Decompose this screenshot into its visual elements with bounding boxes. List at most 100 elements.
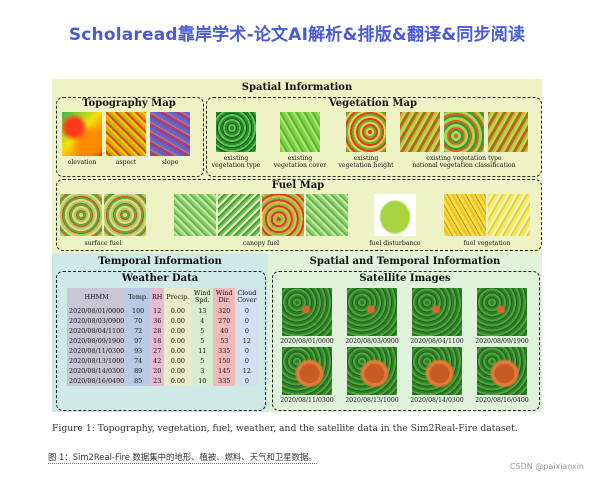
weather-row: 2020/08/09/1900 97 18 0.00 5 53 12: [67, 336, 259, 346]
vegetation-classification-map-3: [488, 112, 528, 152]
weather-cell: 0.00: [164, 356, 192, 366]
canopy-fuel-map-1: [174, 194, 216, 236]
vegetation-height-map: [346, 112, 386, 152]
satellite-date-label: 2020/08/04/1100: [410, 338, 464, 345]
weather-cell: 85: [126, 376, 150, 386]
satellite-image: [477, 347, 527, 395]
weather-cell: 2020/08/04/1100: [67, 326, 127, 336]
weather-cell: 97: [126, 336, 150, 346]
weather-row: 2020/08/16/0400 85 23 0.00 10 335 0: [67, 376, 259, 386]
temporal-title: Temporal Information: [98, 256, 222, 267]
weather-row: 2020/08/14/0300 89 20 0.00 3 145 12: [67, 366, 259, 376]
weather-row: 2020/08/01/0000 100 12 0.00 13 320 0: [67, 306, 259, 316]
canopy-fuel-label: canopy fuel: [242, 240, 280, 247]
weather-cell: 5: [191, 326, 214, 336]
weather-row: 2020/08/03/0900 70 36 0.00 4 270 0: [67, 316, 259, 326]
satellite-date-label: 2020/08/09/1900: [475, 338, 529, 345]
weather-cell: 93: [126, 346, 150, 356]
watermark: CSDN @paixiaoxin: [509, 462, 584, 471]
vegetation-title: Vegetation Map: [328, 98, 418, 109]
weather-cell: 3: [191, 366, 214, 376]
satellite-cell: 2020/08/13/1000: [341, 347, 403, 405]
weather-cell: 72: [126, 326, 150, 336]
vegetation-classification-map-1: [400, 112, 440, 152]
vegetation-height-label-line1: existing: [353, 155, 379, 162]
vegetation-classification-label-line1: existing vegetation type: [426, 155, 502, 162]
satellite-date-label: 2020/08/11/0300: [280, 397, 334, 404]
weather-cell: 0.00: [164, 316, 192, 326]
vegetation-classification-map-2: [444, 112, 484, 152]
weather-cell: 5: [191, 336, 214, 346]
weather-cell: 0: [235, 356, 259, 366]
weather-cell: 0: [235, 306, 259, 316]
weather-cell: 28: [150, 326, 165, 336]
weather-table: HHMM Temp. RH Precip. Wind Spd. Wind Dir…: [67, 288, 259, 386]
vegetation-type-label-line2: vegetation type: [211, 162, 261, 169]
weather-cell: 335: [213, 346, 236, 356]
satellite-image: [282, 347, 332, 395]
weather-row: 2020/08/11/0300 93 27 0.00 11 335 0: [67, 346, 259, 356]
weather-cell: 20: [150, 366, 165, 376]
fuel-box: [56, 179, 542, 251]
weather-cell: 145: [213, 366, 236, 376]
satellite-cell: 2020/08/14/0300: [406, 347, 468, 405]
weather-cell: 4: [191, 316, 214, 326]
elevation-label: elevation: [67, 159, 97, 166]
satellite-image: [477, 288, 527, 336]
vegetation-classification-label-line2: national vegetation classification: [412, 162, 516, 169]
spatial-title: Spatial Information: [241, 82, 353, 93]
satellite-cell: 2020/08/16/0400: [471, 347, 533, 405]
satellite-image: [347, 347, 397, 395]
topography-box: [56, 97, 204, 177]
vegetation-cover-label-line1: existing: [287, 155, 313, 162]
weather-cell: 2020/08/09/1900: [67, 336, 127, 346]
satellite-image: [412, 288, 462, 336]
satellite-cell: 2020/08/03/0900: [341, 288, 403, 346]
col-hhmm: HHMM: [67, 288, 127, 306]
col-wind-spd: Wind Spd.: [191, 288, 214, 306]
satellite-grid: 2020/08/01/0000 2020/08/03/0900 2020/08/04…: [276, 288, 536, 408]
aspect-map: [106, 112, 146, 156]
weather-cell: 2020/08/13/1000: [67, 356, 127, 366]
weather-table-wrap: HHMM Temp. RH Precip. Wind Spd. Wind Dir…: [67, 288, 259, 386]
weather-cell: 2020/08/14/0300: [67, 366, 127, 376]
surface-fuel-map-1: [60, 194, 102, 236]
weather-cell: 270: [213, 316, 236, 326]
weather-header-row: HHMM Temp. RH Precip. Wind Spd. Wind Dir…: [67, 288, 259, 306]
spatiotemporal-title: Spatial and Temporal Information: [309, 256, 501, 267]
satellite-cell: 2020/08/09/1900: [471, 288, 533, 346]
fuel-vegetation-map-1: [444, 194, 486, 236]
satellite-cell: 2020/08/11/0300: [276, 347, 338, 405]
weather-cell: 12: [235, 366, 259, 376]
weather-cell: 0.00: [164, 376, 192, 386]
weather-cell: 53: [213, 336, 236, 346]
weather-cell: 0: [235, 376, 259, 386]
vegetation-type-label: existing vegetation type: [206, 155, 266, 169]
weather-cell: 335: [213, 376, 236, 386]
weather-cell: 74: [126, 356, 150, 366]
satellite-image: [282, 288, 332, 336]
weather-cell: 320: [213, 306, 236, 316]
weather-cell: 2020/08/01/0000: [67, 306, 127, 316]
canopy-fuel-map-2: [218, 194, 260, 236]
satellite-date-label: 2020/08/14/0300: [410, 397, 464, 404]
weather-cell: 0: [235, 316, 259, 326]
vegetation-box: [206, 97, 542, 177]
vegetation-cover-label-line2: vegetation cover: [273, 162, 327, 169]
weather-cell: 0.00: [164, 366, 192, 376]
weather-cell: 100: [126, 306, 150, 316]
fuel-disturbance-label: fuel disturbance: [369, 240, 421, 247]
weather-cell: 36: [150, 316, 165, 326]
elevation-map: [62, 112, 102, 156]
weather-cell: 0: [235, 346, 259, 356]
weather-cell: 0: [235, 326, 259, 336]
canopy-fuel-map-4: [306, 194, 348, 236]
satellite-date-label: 2020/08/01/0000: [280, 338, 334, 345]
satellite-image: [347, 288, 397, 336]
weather-cell: 2020/08/03/0900: [67, 316, 127, 326]
vegetation-height-label: existing vegetation height: [336, 155, 396, 169]
surface-fuel-label: surface fuel: [84, 240, 122, 247]
banner-title: Scholaread靠岸学术-论文AI解析&排版&翻译&同步阅读: [68, 25, 526, 45]
col-wind-dir: Wind Dir.: [213, 288, 236, 306]
surface-fuel-map-2: [104, 194, 146, 236]
